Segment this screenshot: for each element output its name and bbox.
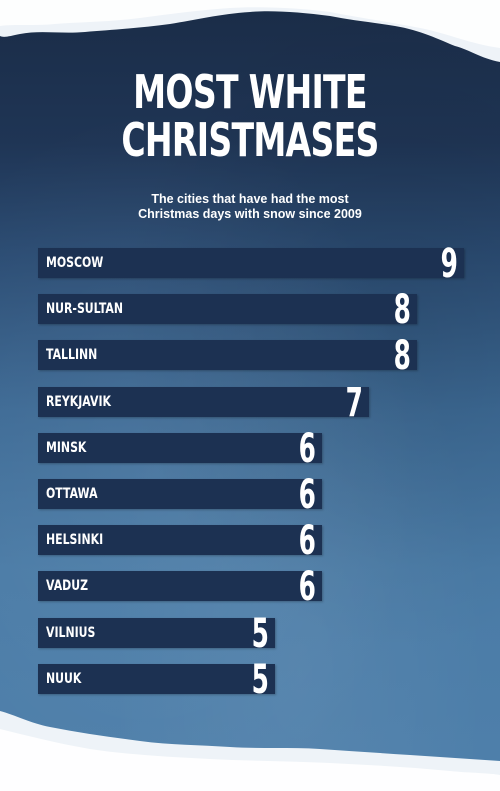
bar-value-label: 6 (298, 564, 316, 611)
bar-reykjavik: REYKJAVIK 7 (38, 383, 370, 423)
title-line-1: MOST WHITE (133, 65, 367, 119)
bar-vilnius: VILNIUS 5 (38, 614, 275, 654)
chart-title: MOST WHITE CHRISTMASES (70, 68, 430, 164)
bar-label: VILNIUS (46, 624, 96, 641)
bar-label: MINSK (46, 439, 87, 456)
bar-value-label: 6 (298, 518, 316, 565)
bar-value-label: 5 (251, 656, 269, 703)
bar-helsinki: HELSINKI 6 (38, 521, 322, 561)
chart-subtitle: The cities that have had the most Christ… (0, 192, 500, 222)
bar-value-label: 6 (298, 425, 316, 472)
bar-label: NUUK (46, 670, 82, 687)
bar-minsk: MINSK 6 (38, 429, 322, 469)
bar-nuuk: NUUK 5 (38, 660, 275, 700)
bar-label: NUR-SULTAN (46, 301, 124, 318)
bar-moscow: MOSCOW 9 (38, 244, 464, 284)
snow-bottom-border (0, 711, 500, 791)
bar-value-label: 8 (393, 333, 411, 380)
bar-ottawa: OTTAWA 6 (38, 475, 322, 515)
title-line-2: CHRISTMASES (121, 113, 379, 167)
bar-nur-sultan: NUR-SULTAN 8 (38, 290, 417, 330)
bar-tallinn: TALLINN 8 (38, 336, 417, 376)
bar-value-label: 8 (393, 287, 411, 334)
bar-label: TALLINN (46, 347, 98, 364)
bar-value-label: 5 (251, 610, 269, 657)
bar-value-label: 7 (346, 379, 364, 426)
bar-vaduz: VADUZ 6 (38, 567, 322, 607)
bar-label: OTTAWA (46, 486, 98, 502)
bar-label: MOSCOW (46, 255, 104, 271)
bar-label: HELSINKI (46, 532, 104, 549)
bar-label: VADUZ (46, 578, 89, 595)
bar-value-label: 9 (440, 241, 458, 287)
snow-top-border (0, 0, 500, 62)
subtitle-line-1: The cities that have had the most (151, 192, 349, 206)
bar-label: REYKJAVIK (46, 393, 111, 410)
bar-value-label: 6 (298, 472, 316, 518)
subtitle-line-2: Christmas days with snow since 2009 (138, 207, 362, 221)
